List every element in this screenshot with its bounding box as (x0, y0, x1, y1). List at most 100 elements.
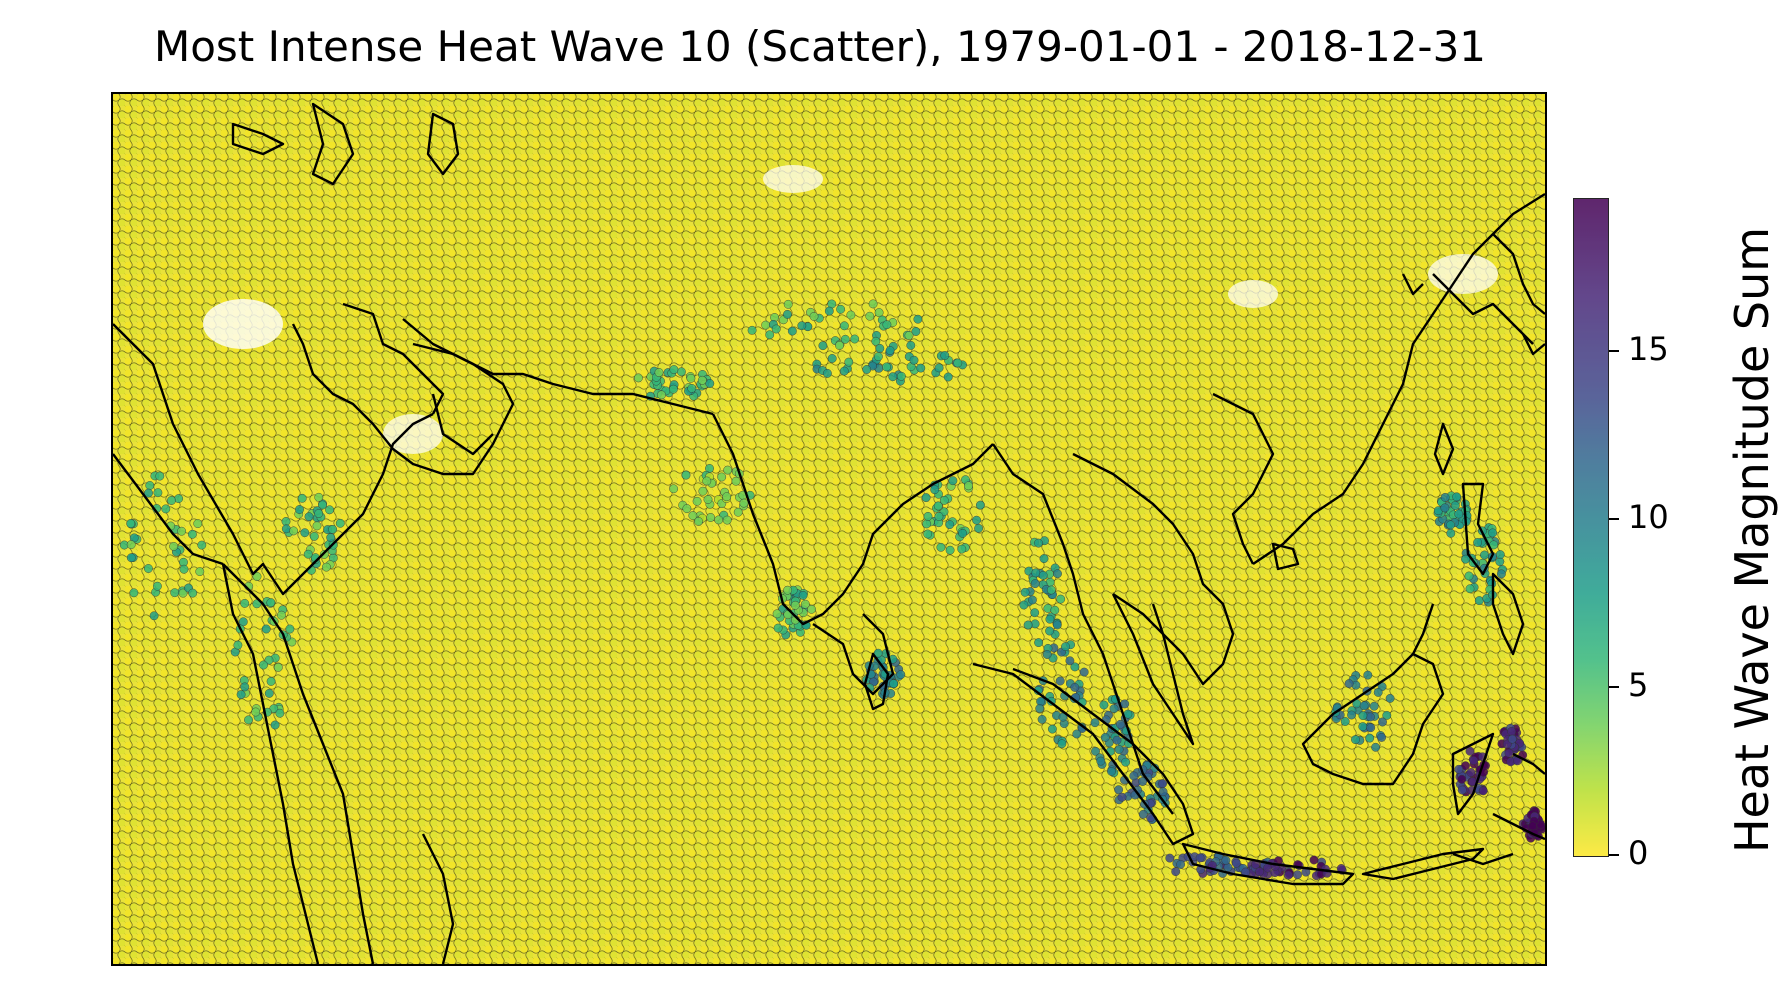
scatter-point (846, 310, 856, 320)
scatter-point (177, 526, 187, 536)
scatter-point (692, 496, 702, 506)
scatter-point (874, 308, 884, 318)
scatter-point (934, 363, 944, 373)
empty-areas (203, 165, 1498, 454)
scatter-point (798, 590, 808, 600)
scatter-point (1034, 638, 1044, 648)
scatter-point (1457, 785, 1467, 795)
scatter-point (913, 314, 923, 324)
scatter-point (1457, 774, 1467, 784)
scatter-point (873, 352, 883, 362)
scatter-point (669, 484, 679, 494)
scatter-point (126, 540, 136, 550)
scatter-point (188, 588, 198, 598)
scatter-point (676, 367, 686, 377)
scatter-point (1158, 787, 1168, 797)
scatter-point (1358, 722, 1368, 732)
scatter-point (1488, 528, 1498, 538)
scatter-point (1340, 717, 1350, 726)
scatter-point (1034, 538, 1043, 548)
scatter-point (800, 599, 810, 609)
scatter-point (865, 311, 875, 321)
scatter-point (295, 505, 304, 514)
scatter-point (275, 708, 285, 718)
scatter-point (697, 375, 707, 385)
colorbar-tick-label: 15 (1628, 330, 1669, 368)
colorbar-tick (1609, 350, 1619, 352)
scatter-point (1440, 503, 1450, 513)
scatter-point (818, 341, 828, 351)
scatter-point (252, 572, 262, 581)
scatter-point (948, 476, 958, 486)
scatter-point (773, 623, 783, 633)
scatter-point (1464, 571, 1474, 581)
scatter-point (771, 324, 781, 334)
scatter-point (1090, 718, 1100, 728)
scatter-point (303, 549, 313, 559)
scatter-point (1115, 719, 1125, 729)
scatter-point (321, 562, 331, 572)
scatter-point (1446, 520, 1456, 530)
scatter-point (687, 383, 697, 393)
scatter-point (1450, 501, 1460, 511)
chart-title: Most Intense Heat Wave 10 (Scatter), 197… (153, 22, 1487, 71)
scatter-point (1528, 821, 1538, 831)
scatter-point (783, 309, 792, 319)
scatter-point (244, 715, 253, 725)
scatter-point (1359, 701, 1369, 711)
scatter-point (923, 529, 933, 539)
scatter-point (1452, 492, 1462, 502)
scatter-point (179, 564, 189, 574)
scatter-point (155, 471, 165, 481)
scatter-point (882, 362, 892, 372)
scatter-point (1373, 687, 1383, 697)
scatter-point (1129, 771, 1139, 781)
scatter-point (1023, 620, 1033, 630)
scatter-point (1056, 594, 1066, 604)
scatter-point (688, 511, 698, 521)
scatter-point (325, 505, 335, 515)
scatter-point (1107, 766, 1116, 776)
scatter-point (1507, 726, 1517, 736)
scatter-point (153, 488, 163, 498)
scatter-point (1050, 605, 1060, 615)
colorbar-tick (1609, 686, 1619, 688)
scatter-point (126, 553, 136, 563)
colorbar (1573, 198, 1609, 857)
scatter-point (1100, 732, 1110, 742)
scatter-point (871, 336, 881, 346)
scatter-point (1061, 642, 1070, 652)
scatter-point (945, 545, 955, 555)
scatter-point (1030, 608, 1040, 618)
scatter-point (264, 688, 274, 698)
scatter-point (1366, 723, 1376, 733)
scatter-point (193, 519, 203, 529)
scatter-point (835, 341, 844, 350)
colorbar-tick-label: 5 (1628, 666, 1649, 704)
scatter-point (309, 531, 319, 541)
scatter-point (717, 472, 727, 482)
scatter-point (318, 500, 327, 510)
scatter-point (761, 320, 771, 330)
scatter-point (233, 640, 243, 650)
scatter-point (772, 609, 782, 619)
scatter-point (1446, 528, 1456, 538)
scatter-point (1070, 662, 1080, 672)
scatter-point (167, 496, 176, 505)
colorbar-tick (1609, 854, 1619, 856)
scatter-point (1465, 746, 1475, 756)
scatter-point (170, 588, 180, 598)
scatter-point (328, 524, 338, 534)
scatter-point (972, 515, 982, 525)
scatter-point (733, 507, 743, 517)
scatter-point (909, 355, 919, 365)
scatter-point (668, 384, 678, 394)
scatter-point (1030, 579, 1040, 589)
scatter-point (889, 679, 899, 689)
scatter-point (1478, 786, 1488, 796)
scatter-point (911, 327, 921, 336)
scatter-point (1038, 570, 1048, 580)
scatter-point (809, 311, 819, 321)
scatter-point (885, 346, 895, 355)
scatter-point (934, 512, 944, 521)
